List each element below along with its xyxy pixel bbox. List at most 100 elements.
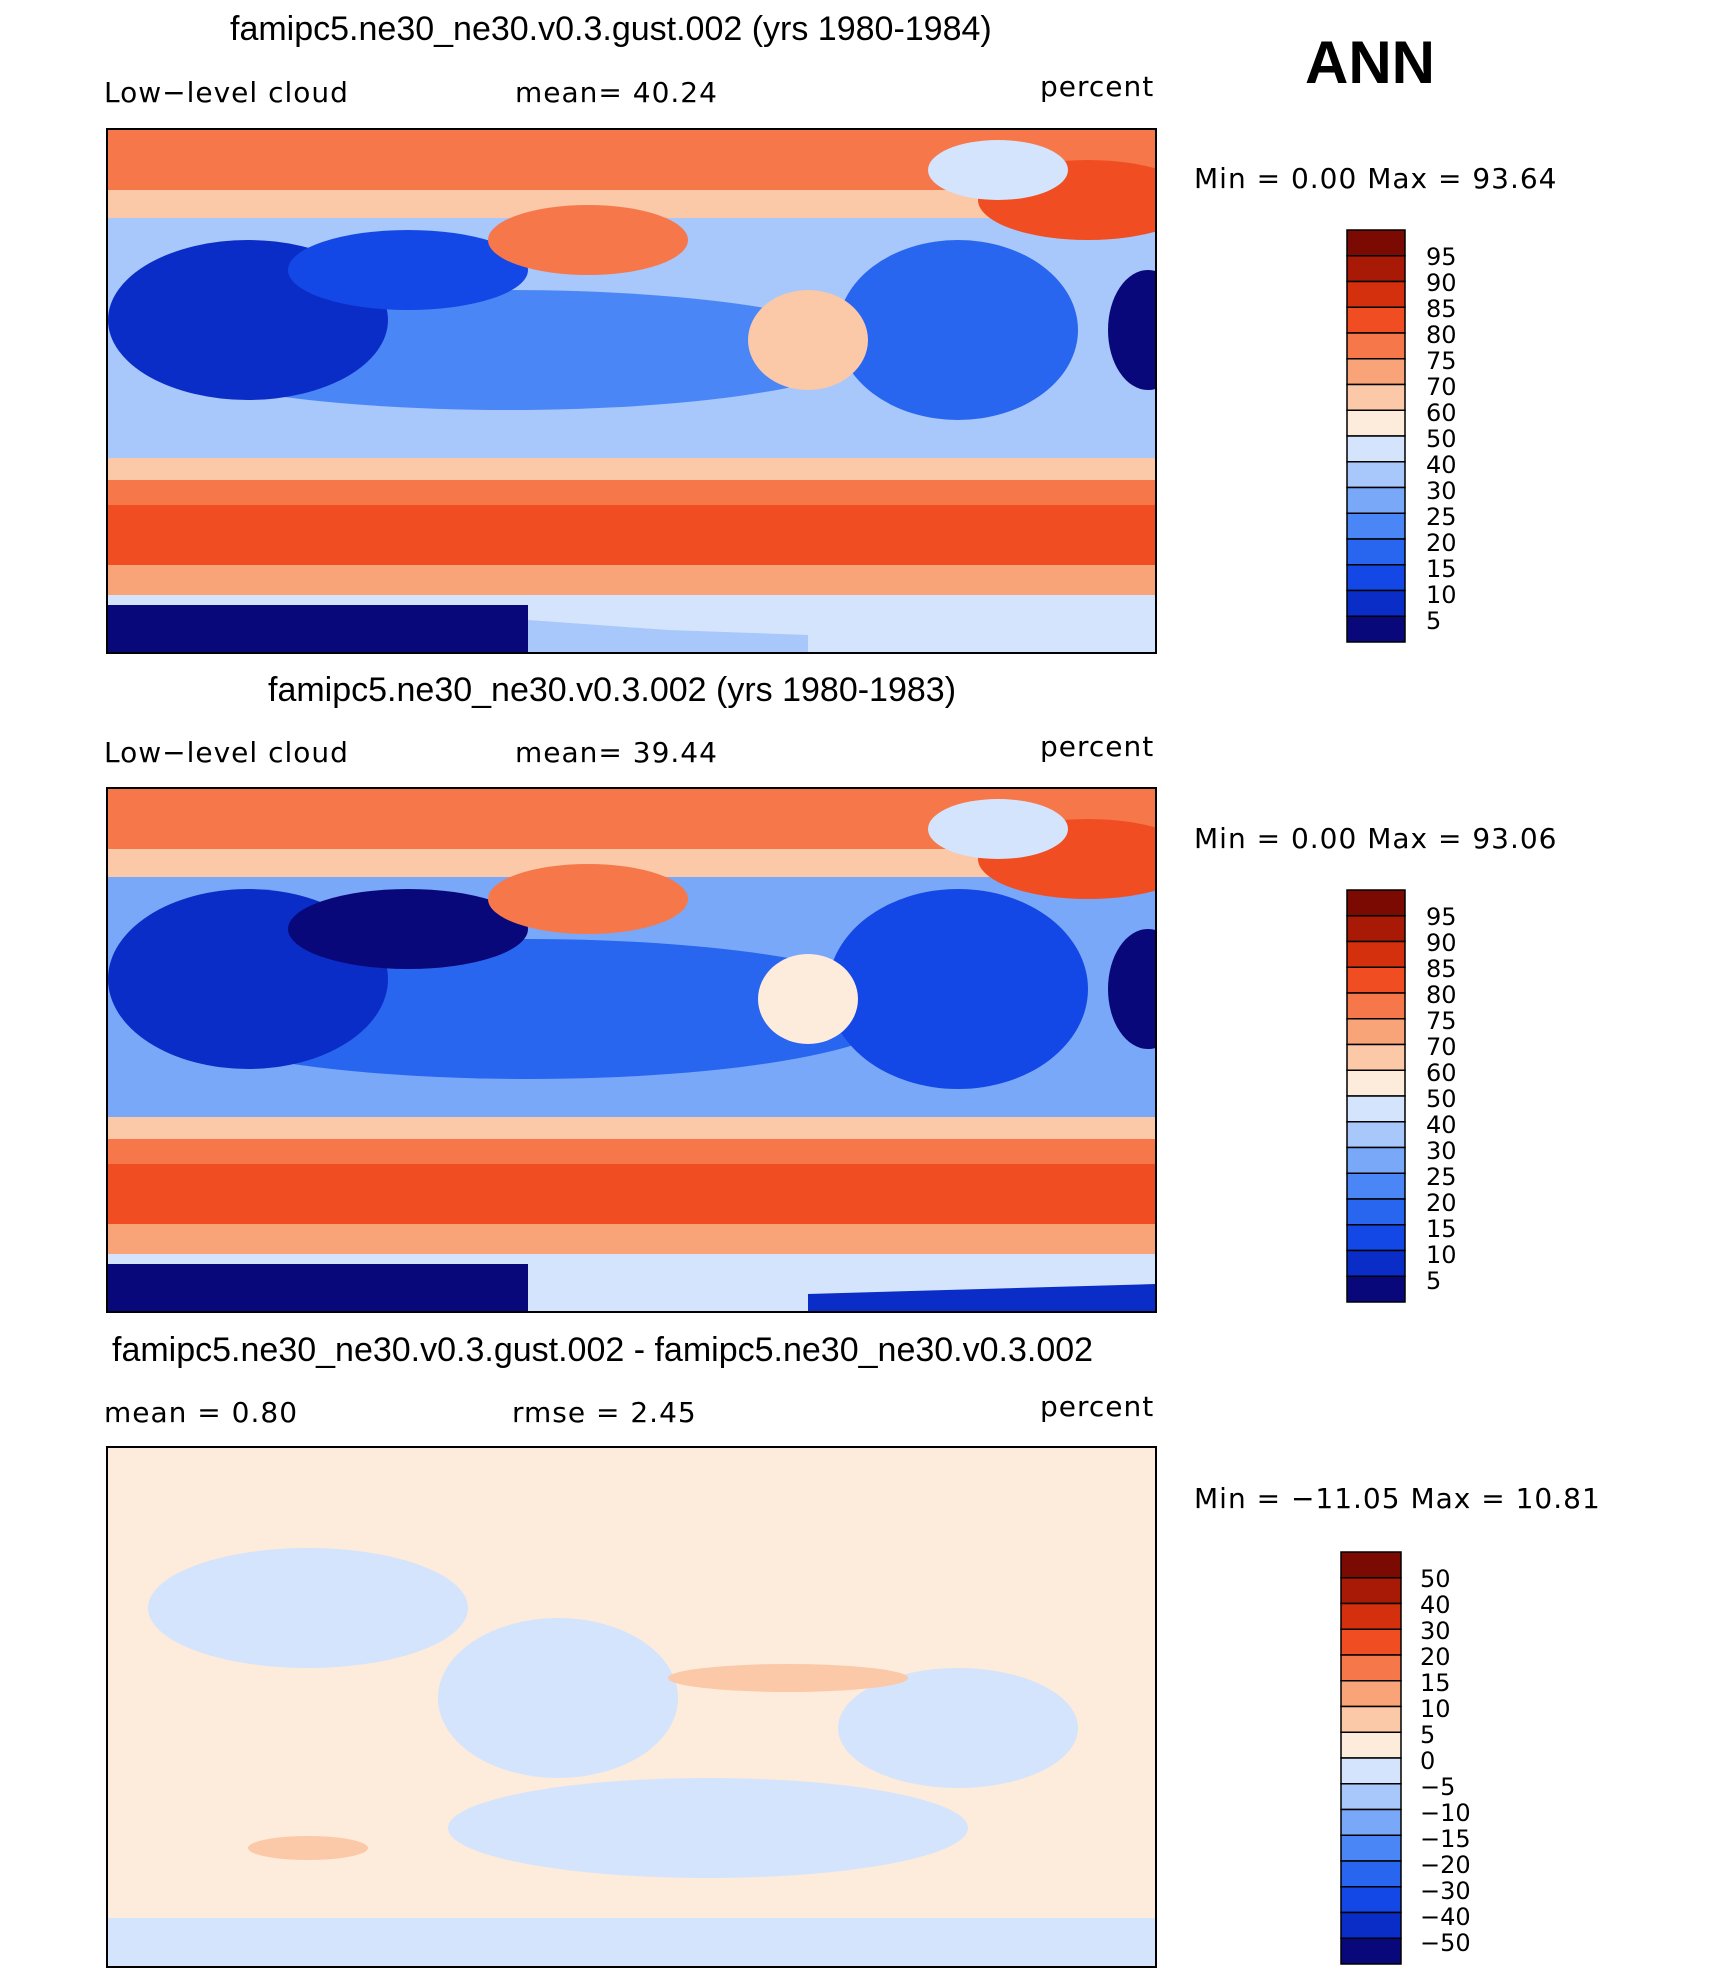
panel1-colorbar-swatch [1346,306,1406,334]
panel2-cb-label: 70 [1426,1033,1457,1061]
panel2-colorbar-swatch [1346,1249,1406,1277]
panel2-colorbar-swatch [1346,1018,1406,1046]
panel2-colorbar-swatch [1346,1043,1406,1071]
panel2-map [106,787,1157,1313]
panel2-colorbar-swatch [1346,940,1406,968]
panel3-cb-label: 50 [1420,1565,1451,1593]
panel1-colorbar-swatch [1346,280,1406,308]
panel2-mean: mean= 39.44 [515,736,718,769]
panel1-cb-label: 40 [1426,451,1457,479]
panel1-southern-ocean-band [108,505,1155,565]
panel1-colorbar-swatch [1346,229,1406,257]
panel2-cb-label: 10 [1426,1241,1457,1269]
panel1-minmax: Min = 0.00 Max = 93.64 [1194,162,1558,195]
panel2-cb-label: 25 [1426,1163,1457,1191]
panel1-cb-label: 10 [1426,581,1457,609]
panel1-colorbar-swatch [1346,358,1406,386]
panel3-colorbar-swatch [1340,1602,1402,1630]
panel1-cb-label: 5 [1426,607,1442,635]
panel3-rmse: rmse = 2.45 [512,1396,697,1429]
panel3-colorbar-swatch [1340,1628,1402,1656]
panel1-cb-label: 60 [1426,399,1457,427]
panel3-cb-label: 10 [1420,1695,1451,1723]
panel2-cb-label: 5 [1426,1267,1442,1295]
panel3-map [106,1446,1157,1968]
panel2-cb-label: 15 [1426,1215,1457,1243]
panel1-colorbar-swatch [1346,332,1406,360]
panel2-cb-label: 20 [1426,1189,1457,1217]
panel2-colorbar-swatch [1346,1172,1406,1200]
panel1-colorbar [1346,229,1406,643]
panel2-colorbar-swatch [1346,966,1406,994]
panel2-colorbar-swatch [1346,915,1406,943]
panel1-colorbar-swatch [1346,615,1406,643]
panel1-title: famipc5.ne30_ne30.v0.3.gust.002 (yrs 198… [230,10,992,48]
panel3-cb-label: −10 [1420,1799,1471,1827]
panel3-cb-label: 0 [1420,1747,1436,1775]
panel2-colorbar-swatch [1346,1095,1406,1123]
panel2-cb-label: 30 [1426,1137,1457,1165]
panel2-cb-label: 85 [1426,955,1457,983]
panel3-cb-label: −50 [1420,1929,1471,1957]
panel1-cb-label: 80 [1426,321,1457,349]
panel2-cb-label: 90 [1426,929,1457,957]
panel2-cb-label: 75 [1426,1007,1457,1035]
panel1-variable: Low−level cloud [104,76,349,109]
panel3-cb-label: 20 [1420,1643,1451,1671]
panel3-colorbar-swatch [1340,1911,1402,1939]
panel3-cb-label: −30 [1420,1877,1471,1905]
panel2-colorbar-swatch [1346,992,1406,1020]
panel3-cb-label: −40 [1420,1903,1471,1931]
panel3-cb-label: −15 [1420,1825,1471,1853]
panel3-colorbar [1340,1551,1402,1965]
panel3-colorbar-swatch [1340,1808,1402,1836]
panel2-colorbar-swatch [1346,1121,1406,1149]
panel2-cb-label: 60 [1426,1059,1457,1087]
panel2-map-svg [108,789,1155,1311]
panel1-map [106,128,1157,654]
panel2-cb-label: 40 [1426,1111,1457,1139]
panel1-colorbar-swatch [1346,435,1406,463]
panel1-colorbar-swatch [1346,589,1406,617]
panel3-colorbar-swatch [1340,1654,1402,1682]
panel1-colorbar-swatch [1346,564,1406,592]
panel3-minmax: Min = −11.05 Max = 10.81 [1194,1482,1601,1515]
panel1-cb-label: 75 [1426,347,1457,375]
panel2-colorbar [1346,889,1406,1303]
panel3-colorbar-swatch [1340,1731,1402,1759]
panel1-colorbar-swatch [1346,255,1406,283]
panel3-cb-label: 40 [1420,1591,1451,1619]
panel3-cb-label: 30 [1420,1617,1451,1645]
panel1-colorbar-swatch [1346,486,1406,514]
panel1-cb-label: 50 [1426,425,1457,453]
panel1-cb-label: 85 [1426,295,1457,323]
panel1-units: percent [1040,70,1155,103]
panel3-title: famipc5.ne30_ne30.v0.3.gust.002 - famipc… [112,1331,1094,1369]
panel2-units: percent [1040,730,1155,763]
panel1-colorbar-swatch [1346,461,1406,489]
panel3-colorbar-swatch [1340,1834,1402,1862]
panel1-npacific-high [488,205,688,275]
panel3-colorbar-swatch [1340,1886,1402,1914]
panel3-colorbar-swatch [1340,1551,1402,1579]
panel3-units: percent [1040,1390,1155,1423]
panel2-title: famipc5.ne30_ne30.v0.3.002 (yrs 1980-198… [268,671,957,709]
panel3-colorbar-swatch [1340,1680,1402,1708]
panel1-map-svg [108,130,1155,652]
panel1-cb-label: 90 [1426,269,1457,297]
panel3-map-svg [108,1448,1155,1966]
panel1-cb-label: 70 [1426,373,1457,401]
panel1-colorbar-swatch [1346,538,1406,566]
panel1-colorbar-swatch [1346,383,1406,411]
panel3-colorbar-swatch [1340,1937,1402,1965]
panel1-cb-label: 15 [1426,555,1457,583]
panel1-colorbar-swatch [1346,409,1406,437]
panel2-colorbar-swatch [1346,1224,1406,1252]
panel3-cb-label: 15 [1420,1669,1451,1697]
panel1-cb-label: 20 [1426,529,1457,557]
panel2-cb-label: 80 [1426,981,1457,1009]
panel3-mean: mean = 0.80 [104,1396,299,1429]
panel1-colorbar-swatch [1346,512,1406,540]
panel3-colorbar-swatch [1340,1577,1402,1605]
panel2-cb-label: 50 [1426,1085,1457,1113]
